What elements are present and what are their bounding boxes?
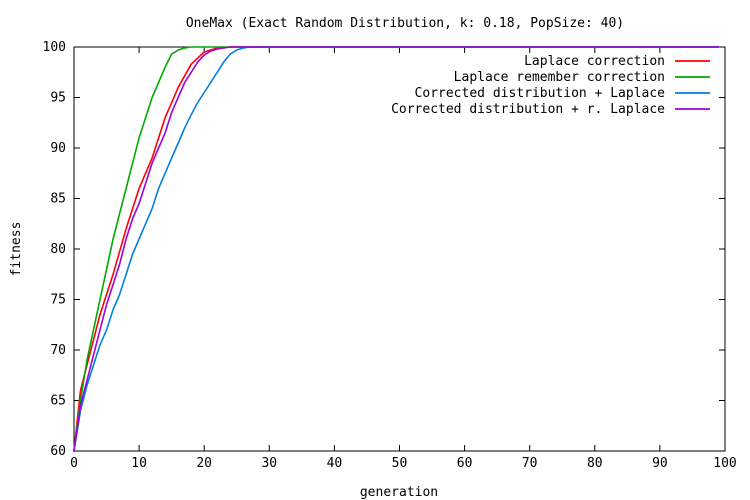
axis-ticks: 0 10 20 30 40 50 60 70 80 90 100 60 65 70 75 80 85 90 95 10…: [43, 40, 737, 471]
x-tick-label: 50: [392, 456, 408, 471]
x-tick-label: 90: [652, 456, 668, 471]
x-tick-label: 40: [327, 456, 343, 471]
y-tick-label: 60: [50, 444, 66, 459]
series-line-4: [73, 46, 720, 452]
x-tick-label: 20: [196, 456, 212, 471]
legend-label: Corrected distribution + r. Laplace: [391, 102, 665, 117]
y-tick-label: 100: [43, 40, 66, 55]
x-axis-label: generation: [360, 485, 438, 500]
y-tick-label: 85: [50, 192, 66, 207]
chart-title: OneMax (Exact Random Distribution, k: 0.…: [186, 16, 624, 31]
x-tick-label: 10: [131, 456, 147, 471]
x-tick-label: 100: [713, 456, 736, 471]
legend-label: Corrected distribution + Laplace: [415, 86, 666, 101]
y-tick-label: 70: [50, 343, 66, 358]
x-tick-label: 80: [587, 456, 603, 471]
y-tick-label: 75: [50, 293, 66, 308]
x-tick-label: 30: [261, 456, 277, 471]
x-tick-label: 70: [522, 456, 538, 471]
x-tick-label: 60: [457, 456, 473, 471]
y-tick-label: 65: [50, 394, 66, 409]
y-tick-label: 80: [50, 242, 66, 257]
y-tick-label: 95: [50, 91, 66, 106]
series-line-3: [73, 46, 720, 452]
y-tick-label: 90: [50, 141, 66, 156]
series-line-2: [73, 46, 720, 452]
legend-label: Laplace correction: [524, 54, 665, 69]
legend-label: Laplace remember correction: [454, 70, 665, 85]
x-tick-label: 0: [70, 456, 78, 471]
series-layer: [73, 46, 720, 452]
y-axis-label: fitness: [9, 222, 24, 277]
